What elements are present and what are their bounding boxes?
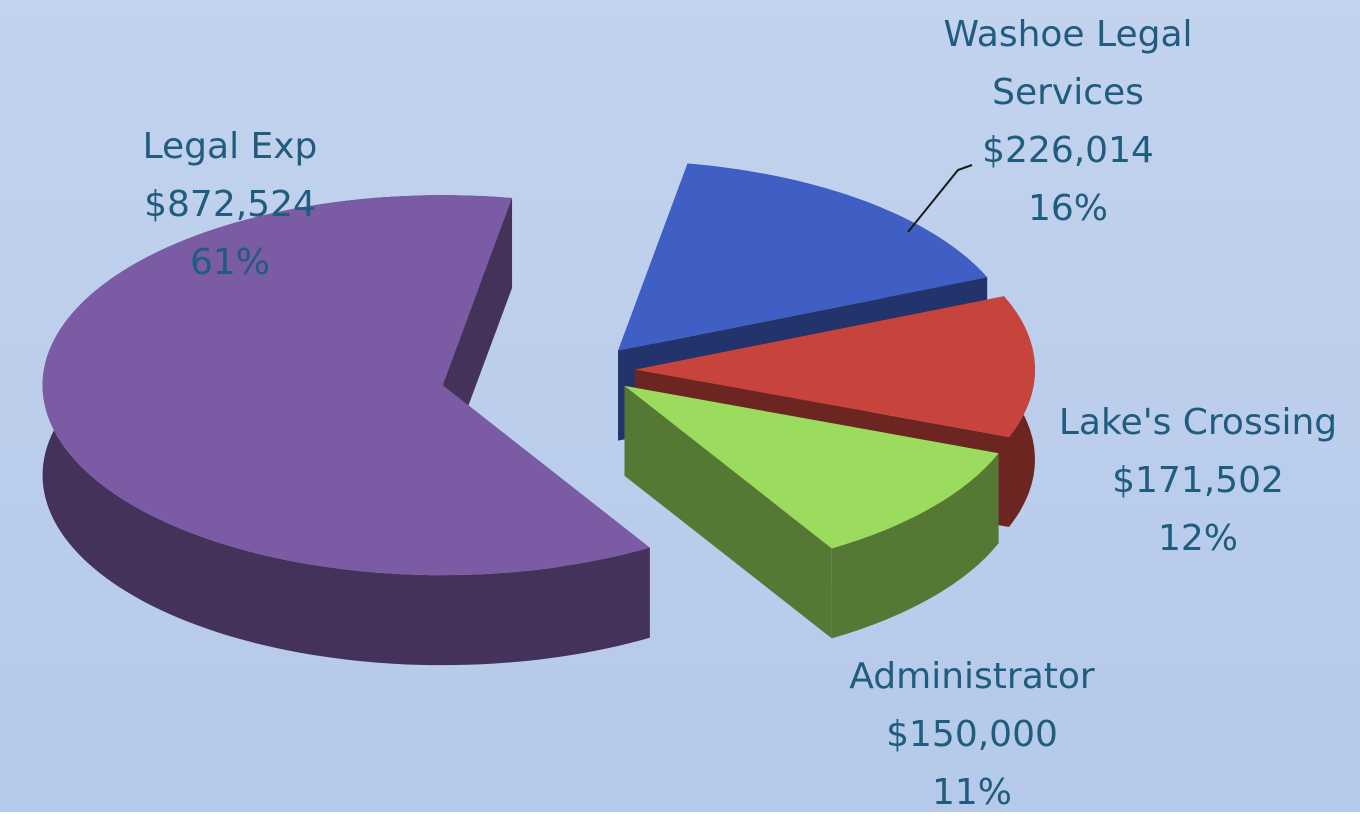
label-value: $872,524 [144, 184, 316, 225]
leader-line [907, 164, 973, 233]
label-value: $171,502 [1112, 460, 1284, 501]
label-percent: 61% [189, 242, 270, 283]
label-name: Washoe Legal Services [943, 14, 1193, 113]
label-percent: 16% [1027, 188, 1108, 229]
label-name: Lake's Crossing [1058, 402, 1338, 443]
slice [42, 195, 650, 576]
slice-side [831, 453, 999, 639]
label-percent: 11% [931, 772, 1012, 813]
slice [634, 296, 1035, 437]
label-value: $226,014 [982, 130, 1154, 171]
slice-label: Legal Exp $872,524 61% [100, 118, 360, 292]
label-percent: 12% [1157, 518, 1238, 559]
label-name: Administrator [849, 656, 1095, 697]
label-name: Legal Exp [142, 126, 318, 167]
slice-label: Administrator $150,000 11% [812, 648, 1132, 822]
label-value: $150,000 [886, 714, 1058, 755]
slice-label: Lake's Crossing $171,502 12% [1033, 394, 1360, 568]
slice [618, 163, 988, 351]
slice-label: Washoe Legal Services $226,014 16% [918, 6, 1218, 238]
slice-side [624, 385, 832, 639]
slice [624, 385, 999, 549]
